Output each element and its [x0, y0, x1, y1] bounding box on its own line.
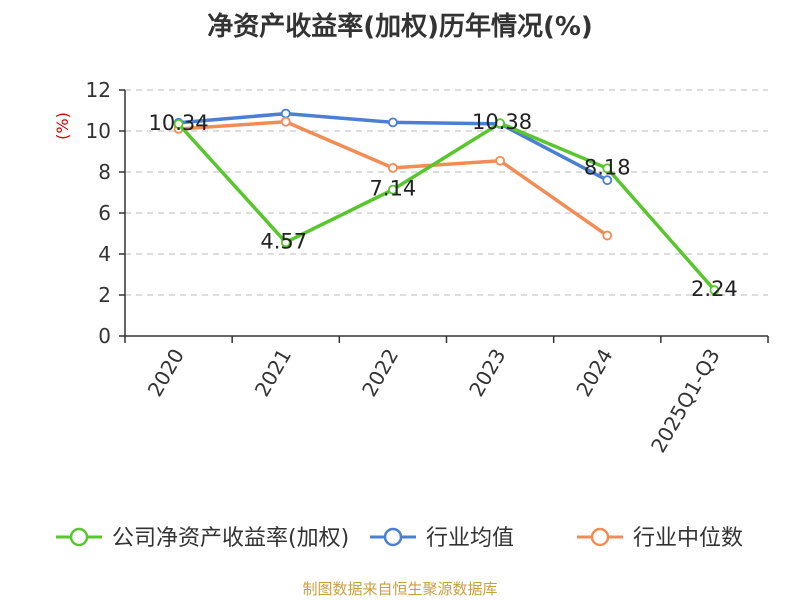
data-point [709, 285, 720, 295]
data-labels: 10.34 4.57 7.14 10.38 8.18 2.24 [149, 110, 738, 301]
legend-label: 行业均值 [426, 526, 514, 551]
series-lines [173, 108, 720, 295]
chart-title: 净资产收益率(加权)历年情况(%) [207, 12, 593, 42]
y-tick-label: 12 [86, 78, 111, 102]
x-tick-label: 2022 [357, 345, 403, 401]
x-tick-label: 2024 [571, 345, 617, 401]
legend-item-0: 公司净资产收益率(加权) [56, 526, 349, 551]
data-point [495, 155, 505, 166]
data-point [280, 237, 291, 248]
data-point [388, 117, 398, 128]
y-tick-label: 2 [98, 283, 111, 307]
legend-marker [590, 527, 610, 547]
data-point [602, 175, 613, 186]
source-note: 制图数据来自恒生聚源数据库 [302, 580, 498, 598]
data-point [495, 118, 505, 129]
legend-label: 行业中位数 [633, 526, 743, 551]
y-tick-label: 10 [86, 119, 111, 143]
y-axis-label: (%) [53, 112, 72, 140]
y-tick-label: 6 [98, 201, 111, 225]
data-point [388, 184, 398, 195]
x-tick-label: 2025Q1-Q3 [646, 345, 725, 457]
data-label: 2.24 [691, 277, 738, 301]
y-tick-label: 0 [98, 324, 111, 348]
y-tick-label: 4 [98, 242, 111, 266]
grid-lines [125, 89, 768, 296]
data-point [602, 163, 613, 174]
legend-item-1: 行业均值 [370, 526, 514, 551]
series-1 [173, 108, 613, 186]
legend: 公司净资产收益率(加权) 行业均值 行业中位数 [56, 526, 743, 551]
data-point [388, 162, 398, 173]
data-label: 8.18 [584, 155, 631, 179]
data-point [280, 108, 291, 119]
legend-marker [69, 527, 89, 547]
data-label: 7.14 [370, 177, 417, 201]
x-tick-label: 2023 [464, 345, 510, 401]
data-point [173, 119, 184, 129]
x-tick-label: 2021 [250, 345, 296, 401]
data-label: 10.38 [472, 110, 532, 134]
x-tick-label: 2020 [143, 345, 189, 401]
data-point [602, 230, 613, 241]
series-line [177, 121, 716, 292]
legend-label: 公司净资产收益率(加权) [112, 526, 349, 551]
legend-marker [383, 527, 403, 547]
data-label: 4.57 [260, 229, 307, 253]
series-0 [173, 118, 720, 295]
y-tick-label: 8 [98, 160, 111, 184]
data-label: 10.34 [149, 111, 209, 135]
data-point [280, 116, 291, 127]
legend-item-2: 行业中位数 [577, 526, 743, 551]
